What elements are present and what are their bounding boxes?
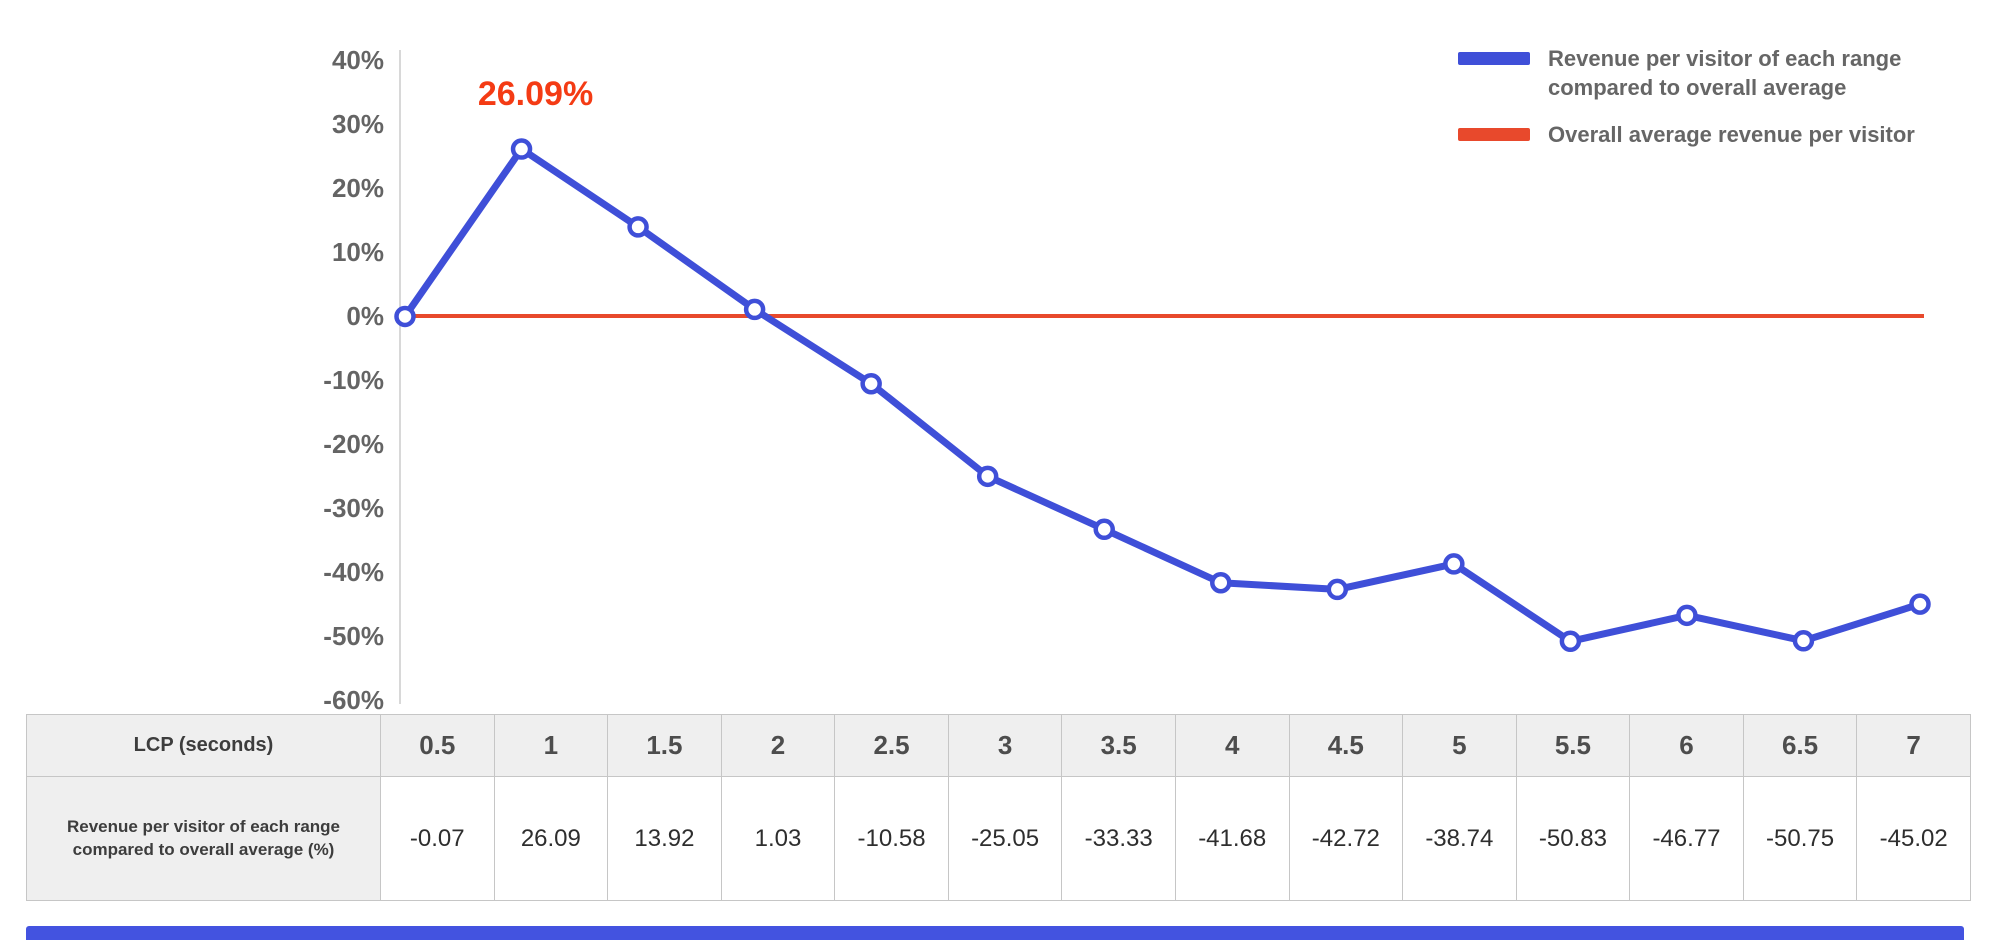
lcp-column-header: 7 xyxy=(1856,714,1971,777)
revenue-value-cell: 1.03 xyxy=(720,776,836,901)
data-point-marker xyxy=(1210,572,1232,594)
chart-legend: Revenue per visitor of each range compar… xyxy=(1458,44,1958,149)
data-point-marker xyxy=(1443,553,1465,575)
lcp-column-header: 1.5 xyxy=(607,714,722,777)
lcp-column-header: 0.5 xyxy=(380,714,495,777)
lcp-column-header: 5 xyxy=(1402,714,1517,777)
lcp-column-header: 6.5 xyxy=(1742,714,1858,777)
data-point-marker xyxy=(743,298,766,321)
lcp-column-header: 2 xyxy=(720,714,836,777)
lcp-revenue-line-chart: 40% 30% 20% 10% 0% -10% -20% -30% -40% -50% -60% 26… xyxy=(323,45,1931,712)
data-point-marker xyxy=(860,372,882,395)
data-point-marker xyxy=(1326,578,1349,601)
table-value-row: Revenue per visitor of each range compar… xyxy=(26,776,1971,901)
revenue-value-cell: -33.33 xyxy=(1061,776,1176,901)
legend-item-revenue-series: Revenue per visitor of each range compar… xyxy=(1458,44,1958,102)
y-tick-label: 40% xyxy=(332,45,384,75)
y-tick-label: 30% xyxy=(332,109,384,139)
revenue-value-cell: 26.09 xyxy=(493,776,609,901)
lcp-column-header: 1 xyxy=(493,714,609,777)
bottom-blue-bar xyxy=(26,926,1964,940)
lcp-seconds-label: LCP (seconds) xyxy=(26,714,381,777)
y-tick-label: -60% xyxy=(323,685,384,712)
lcp-column-header: 3.5 xyxy=(1061,714,1176,777)
lcp-column-header: 6 xyxy=(1629,714,1744,777)
revenue-value-cell: -41.68 xyxy=(1174,776,1290,901)
lcp-column-header: 4 xyxy=(1174,714,1290,777)
revenue-value-cell: -42.72 xyxy=(1288,776,1404,901)
data-point-marker xyxy=(1676,604,1698,627)
peak-annotation: 26.09% xyxy=(478,75,593,113)
y-tick-label: -30% xyxy=(323,493,384,523)
lcp-column-header: 2.5 xyxy=(834,714,949,777)
revenue-value-cell: -50.75 xyxy=(1742,776,1858,901)
revenue-series-line xyxy=(401,145,1924,645)
revenue-value-cell: -25.05 xyxy=(947,776,1063,901)
y-tick-label: 10% xyxy=(332,237,384,267)
revenue-value-cell: -0.07 xyxy=(380,776,495,901)
data-point-marker xyxy=(394,305,416,328)
revenue-value-cell: -45.02 xyxy=(1856,776,1971,901)
revenue-value-cell: -50.83 xyxy=(1515,776,1631,901)
lcp-column-header: 4.5 xyxy=(1288,714,1404,777)
lcp-column-header: 3 xyxy=(947,714,1063,777)
legend-label-average-line: Overall average revenue per visitor xyxy=(1548,122,1915,148)
revenue-row-label: Revenue per visitor of each range compar… xyxy=(26,776,381,901)
legend-item-average-line: Overall average revenue per visitor xyxy=(1458,120,1915,149)
y-tick-label: 20% xyxy=(332,173,384,203)
y-tick-label: -20% xyxy=(323,429,384,459)
data-point-marker xyxy=(510,138,533,160)
average-line-swatch xyxy=(1458,128,1530,142)
revenue-value-cell: 13.92 xyxy=(607,776,722,901)
data-point-marker xyxy=(627,216,649,238)
data-point-marker xyxy=(1559,630,1582,653)
revenue-value-cell: -46.77 xyxy=(1629,776,1744,901)
legend-label-revenue-series: Revenue per visitor of each range compar… xyxy=(1548,46,1902,101)
y-tick-label: -10% xyxy=(323,365,384,395)
data-point-marker xyxy=(1792,630,1815,652)
y-tick-label: 0% xyxy=(346,301,384,331)
revenue-series-swatch xyxy=(1458,52,1530,65)
revenue-value-cell: -38.74 xyxy=(1402,776,1517,901)
table-header-row: LCP (seconds) 0.5 1 1.5 2 2.5 3 3.5 4 4.5 5 5.5 6 6.5… xyxy=(26,714,1971,777)
y-tick-label: -50% xyxy=(323,621,384,651)
lcp-column-header: 5.5 xyxy=(1515,714,1631,777)
data-point-marker xyxy=(976,465,999,488)
lcp-data-table: LCP (seconds) 0.5 1 1.5 2 2.5 3 3.5 4 4.5 5 5.5 6 6.5… xyxy=(26,714,1971,901)
revenue-value-cell: -10.58 xyxy=(834,776,949,901)
y-tick-label: -40% xyxy=(323,557,384,587)
data-point-marker xyxy=(1093,518,1115,541)
data-point-marker xyxy=(1909,593,1931,615)
